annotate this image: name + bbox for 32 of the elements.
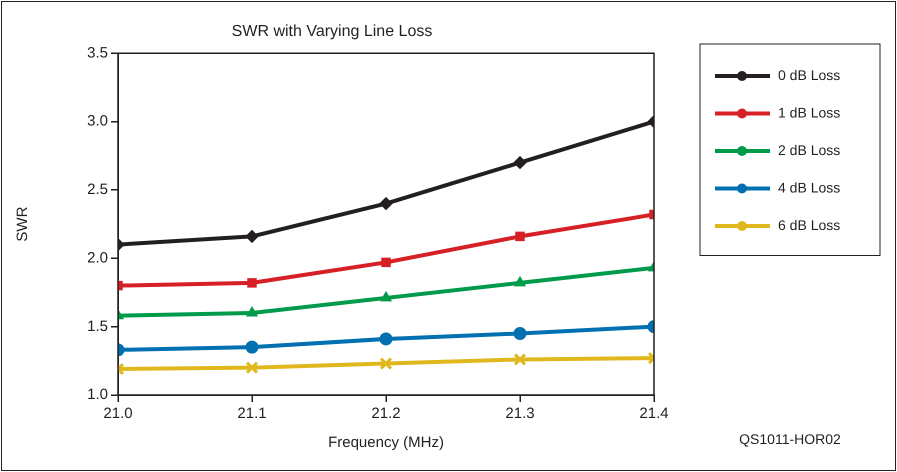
y-tick-label: 1.0	[87, 386, 108, 404]
legend-label: 6 dB Loss	[778, 216, 840, 233]
point	[246, 230, 258, 243]
point	[380, 357, 392, 370]
point	[247, 278, 257, 288]
point	[246, 340, 258, 354]
point	[515, 232, 525, 242]
x-axis-title: Frequency (MHz)	[328, 434, 444, 452]
x-tick-label: 21.3	[505, 405, 535, 422]
x-tick-label: 21.2	[371, 405, 401, 422]
y-tick-label: 3.0	[87, 112, 108, 130]
y-axis-title: SWR	[14, 206, 32, 242]
point	[246, 361, 258, 374]
x-tick-label: 21.4	[639, 405, 669, 422]
chart-title: SWR with Varying Line Loss	[232, 23, 432, 40]
y-tick-label: 1.5	[87, 318, 108, 335]
point	[380, 332, 392, 346]
point	[514, 326, 526, 340]
legend-label: 0 dB Loss	[778, 66, 840, 83]
point	[514, 353, 526, 366]
legend-label: 1 dB Loss	[778, 104, 840, 120]
point	[380, 197, 392, 210]
point	[514, 156, 526, 170]
text: QS1011-HOR02	[739, 430, 842, 447]
point	[381, 258, 391, 268]
legend-label: 4 dB Loss	[778, 179, 840, 196]
y-tick-label: 2.0	[87, 249, 108, 266]
x-tick-label: 21.0	[103, 405, 133, 422]
y-tick-label: 2.5	[87, 181, 108, 198]
x-tick-label: 21.1	[237, 405, 267, 422]
y-tick-label: 3.5	[87, 44, 108, 62]
legend-label: 2 dB Loss	[778, 142, 840, 158]
